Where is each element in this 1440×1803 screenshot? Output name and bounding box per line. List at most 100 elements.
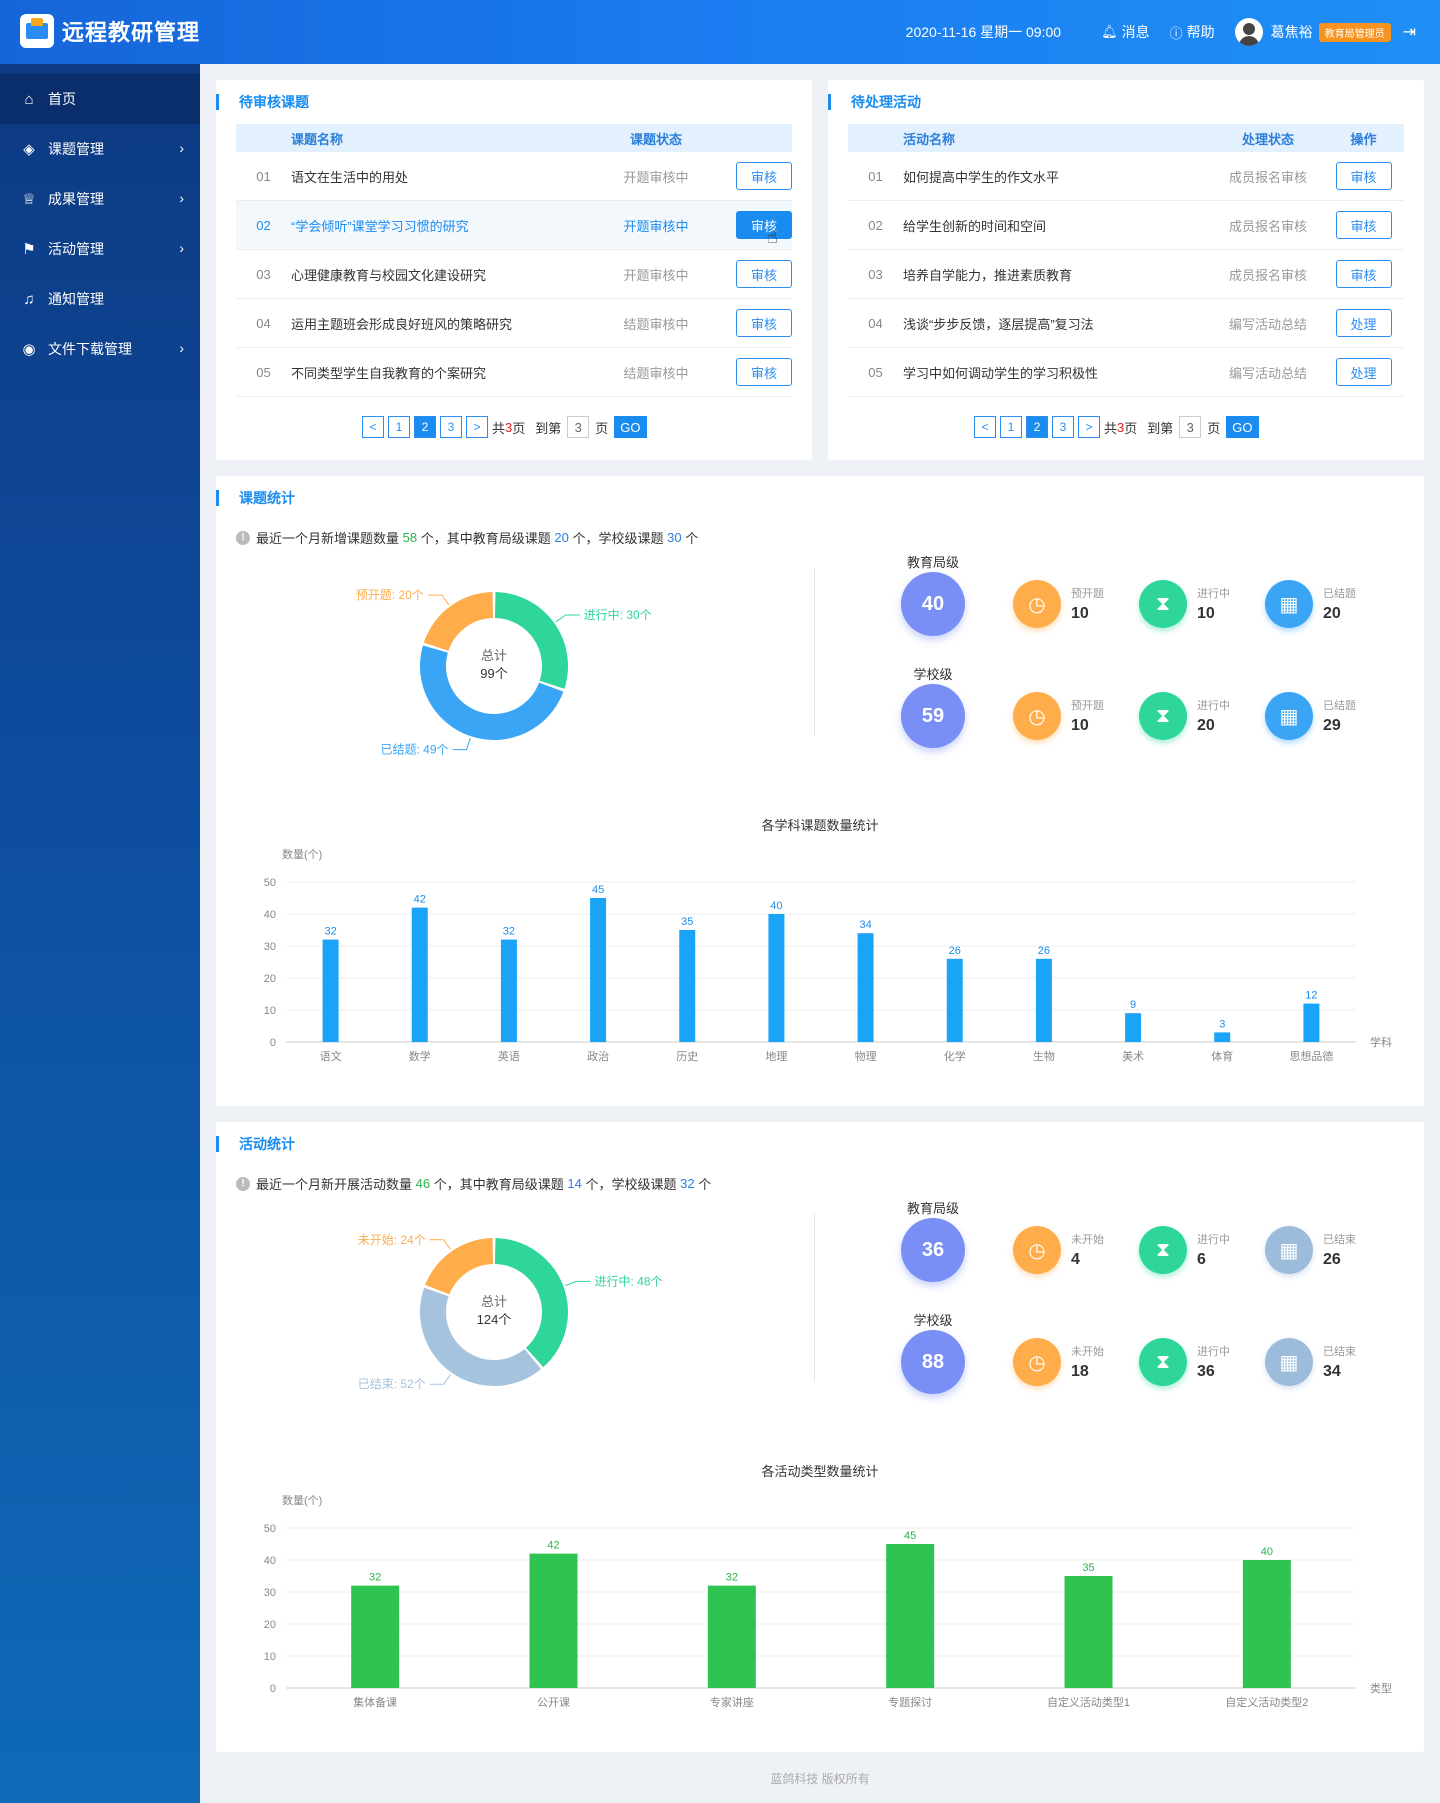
bar[interactable]: [1242, 1560, 1291, 1688]
summary-count: 20: [554, 530, 569, 545]
panel-title: 活动统计: [216, 1136, 295, 1152]
go-button[interactable]: GO: [614, 416, 647, 438]
bar[interactable]: [1303, 1003, 1320, 1042]
review-button[interactable]: 审核: [736, 260, 792, 288]
bar[interactable]: [707, 1585, 756, 1688]
bar[interactable]: [411, 907, 428, 1042]
school-level-total: 88: [901, 1330, 965, 1394]
donut-slice-label: 进行中: 48个: [595, 1273, 663, 1288]
table-row[interactable]: 01 语文在生活中的用处 开题审核中 审核: [236, 152, 792, 201]
sidebar-item-topics[interactable]: ◈ 课题管理 ›: [0, 124, 200, 174]
table-row[interactable]: 04 运用主题班会形成良好班风的策略研究 结题审核中 审核: [236, 299, 792, 348]
row-number: 03: [256, 266, 271, 282]
sidebar-item-home[interactable]: ⌂ 首页: [0, 74, 200, 124]
bar[interactable]: [946, 958, 963, 1042]
sidebar-item-label: 首页: [48, 91, 76, 107]
prev-page-button[interactable]: <: [974, 416, 996, 438]
page-1-button[interactable]: 1: [388, 416, 410, 438]
page-3-button[interactable]: 3: [440, 416, 462, 438]
sidebar-item-results[interactable]: ♕ 成果管理 ›: [0, 174, 200, 224]
page-2-button[interactable]: 2: [1026, 416, 1048, 438]
bar-value-label: 26: [1038, 945, 1050, 957]
bar[interactable]: [1214, 1032, 1231, 1042]
donut-slice[interactable]: [420, 1287, 542, 1386]
trophy-icon: ♕: [22, 191, 36, 208]
stat-in-progress: ⧗ 进行中 20: [1139, 692, 1230, 740]
review-button[interactable]: 审核: [1335, 162, 1392, 190]
y-tick-label: 40: [264, 1555, 276, 1567]
review-button[interactable]: 审核: [736, 211, 792, 239]
avatar[interactable]: [1234, 18, 1263, 46]
review-button[interactable]: 审核: [736, 309, 792, 337]
col-topic-name: 课题名称: [291, 131, 344, 147]
page-1-button[interactable]: 1: [1000, 416, 1022, 438]
donut-slice[interactable]: [425, 1238, 494, 1295]
go-button[interactable]: GO: [1226, 416, 1259, 438]
x-tick-label: 历史: [676, 1050, 698, 1063]
table-row[interactable]: 02 给学生创新的时间和空间 成员报名审核 审核: [848, 201, 1404, 250]
pointer-cursor-icon: ☝: [767, 227, 778, 247]
bar[interactable]: [1035, 958, 1052, 1042]
process-button[interactable]: 处理: [1335, 309, 1392, 337]
user-name[interactable]: 葛焦裕: [1270, 24, 1313, 40]
bar[interactable]: [590, 898, 607, 1042]
donut-slice[interactable]: [420, 645, 564, 740]
x-tick-label: 生物: [1033, 1049, 1055, 1063]
donut-slice-label: 未开始: 24个: [358, 1233, 426, 1247]
sidebar-item-activities[interactable]: ⚑ 活动管理 ›: [0, 224, 200, 274]
bar[interactable]: [529, 1553, 578, 1688]
calendar-icon: ▦: [1265, 1226, 1313, 1274]
messages-link[interactable]: 🔔︎ 消息: [1101, 22, 1150, 42]
donut-slice[interactable]: [423, 592, 494, 651]
summary-count: 58: [402, 530, 418, 545]
app-logo[interactable]: 远程教研管理: [20, 14, 200, 48]
prev-page-button[interactable]: <: [362, 416, 384, 438]
panel-title: 待审核课题: [216, 94, 309, 110]
review-button[interactable]: 审核: [1335, 211, 1392, 239]
bar[interactable]: [322, 939, 339, 1042]
donut-slice[interactable]: [494, 592, 568, 689]
process-button[interactable]: 处理: [1335, 358, 1392, 386]
stat-value: 29: [1323, 717, 1341, 734]
donut-slice[interactable]: [494, 1238, 568, 1368]
table-row[interactable]: 05 学习中如何调动学生的学习积极性 编写活动总结 处理: [848, 348, 1404, 397]
bar[interactable]: [886, 1544, 935, 1688]
sidebar-item-notices[interactable]: ♫ 通知管理: [0, 274, 200, 324]
y-tick-label: 0: [270, 1037, 276, 1049]
donut-center-label: 总计: [481, 648, 507, 663]
table-row[interactable]: 02 “学会倾听”课堂学习习惯的研究 开题审核中 审核 ☝: [236, 201, 792, 250]
review-button[interactable]: 审核: [736, 358, 792, 386]
table-row[interactable]: 01 如何提高中学生的作文水平 成员报名审核 审核: [848, 152, 1404, 201]
page-2-button[interactable]: 2: [414, 416, 436, 438]
next-page-button[interactable]: >: [1078, 416, 1100, 438]
y-tick-label: 10: [264, 1005, 276, 1017]
row-status: 成员报名审核: [1228, 218, 1307, 234]
table-row[interactable]: 04 浅谈“步步反馈，逐层提高”复习法 编写活动总结 处理: [848, 299, 1404, 348]
goto-page-input[interactable]: 3: [1179, 416, 1202, 438]
bureau-level-total: 40: [901, 572, 965, 636]
role-badge: 教育局管理员: [1318, 22, 1391, 42]
clock-icon: ◷: [1013, 580, 1061, 628]
table-row[interactable]: 05 不同类型学生自我教育的个案研究 结题审核中 审核: [236, 348, 792, 397]
sidebar: ⌂ 首页 ◈ 课题管理 › ♕ 成果管理 › ⚑ 活动管理 › ♫ 通知管理 ◉…: [0, 64, 200, 1803]
page-3-button[interactable]: 3: [1052, 416, 1074, 438]
bar[interactable]: [1125, 1013, 1142, 1042]
next-page-button[interactable]: >: [466, 416, 488, 438]
table-row[interactable]: 03 培养自学能力，推进素质教育 成员报名审核 审核: [848, 250, 1404, 299]
bar[interactable]: [351, 1585, 400, 1688]
sidebar-item-label: 文件下载管理: [48, 341, 132, 357]
logout-icon[interactable]: ⇥: [1402, 24, 1416, 41]
goto-page-input[interactable]: 3: [567, 416, 590, 438]
sidebar-item-downloads[interactable]: ◉ 文件下载管理 ›: [0, 324, 200, 374]
review-button[interactable]: 审核: [736, 162, 792, 190]
help-link[interactable]: ⓘ 帮助: [1170, 22, 1215, 42]
calendar-icon: ▦: [1265, 580, 1313, 628]
bar[interactable]: [1064, 1576, 1113, 1688]
bar[interactable]: [768, 914, 785, 1042]
bar[interactable]: [857, 933, 874, 1042]
stat-value: 20: [1197, 717, 1215, 734]
bar[interactable]: [500, 939, 517, 1042]
bar[interactable]: [679, 930, 696, 1042]
review-button[interactable]: 审核: [1335, 260, 1392, 288]
table-row[interactable]: 03 心理健康教育与校园文化建设研究 开题审核中 审核: [236, 250, 792, 299]
